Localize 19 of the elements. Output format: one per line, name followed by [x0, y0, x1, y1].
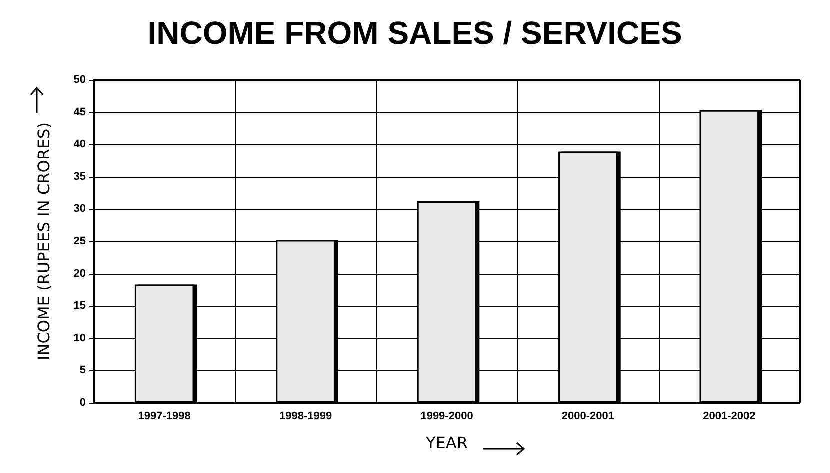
y-tick-label: 25: [74, 236, 86, 248]
y-tick-label: 20: [74, 268, 86, 280]
x-tick-label: 2001-2002: [703, 410, 756, 422]
x-axis-title: YEAR: [425, 434, 468, 452]
y-tick-label: 50: [74, 74, 86, 86]
y-tick-label: 0: [80, 397, 86, 409]
x-tick-label: 1997-1998: [138, 410, 191, 422]
y-axis-title: INCOME (RUPEES IN CRORES): [34, 122, 54, 360]
y-tick-label: 40: [74, 138, 86, 151]
y-tick-label: 30: [74, 203, 86, 216]
y-tick-label: 35: [74, 170, 86, 183]
y-tick-label: 5: [80, 364, 86, 377]
y-tick-label: 45: [74, 106, 86, 118]
y-tick-label: 10: [74, 332, 86, 344]
x-tick-label: 2000-2001: [562, 410, 615, 422]
chart-title: INCOME FROM SALES / SERVICES: [148, 15, 682, 51]
y-tick-label: 15: [74, 300, 86, 312]
x-tick-label: 1999-2000: [420, 410, 474, 422]
x-tick-label: 1998-1999: [279, 410, 332, 422]
